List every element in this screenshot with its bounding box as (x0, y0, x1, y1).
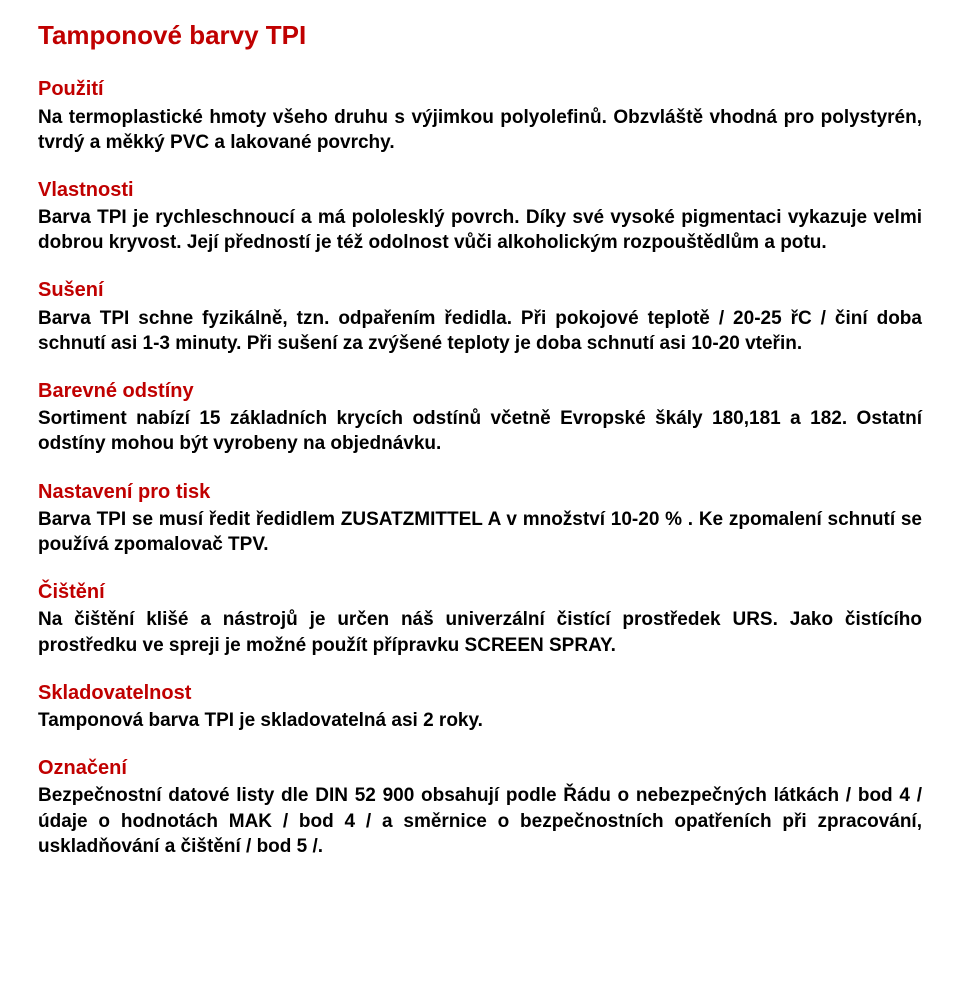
section-pouziti: Použití Na termoplastické hmoty všeho dr… (38, 76, 922, 155)
section-oznaceni: Označení Bezpečnostní datové listy dle D… (38, 755, 922, 859)
section-heading: Skladovatelnost (38, 680, 922, 706)
section-heading: Vlastnosti (38, 177, 922, 203)
section-heading: Barevné odstíny (38, 378, 922, 404)
page-title: Tamponové barvy TPI (38, 18, 922, 52)
section-suseni: Sušení Barva TPI schne fyzikálně, tzn. o… (38, 277, 922, 356)
section-heading: Čištění (38, 579, 922, 605)
section-body: Barva TPI je rychleschnoucí a má pololes… (38, 205, 922, 255)
section-heading: Použití (38, 76, 922, 102)
document-page: Tamponové barvy TPI Použití Na termoplas… (0, 0, 960, 903)
section-body: Na termoplastické hmoty všeho druhu s vý… (38, 105, 922, 155)
section-heading: Označení (38, 755, 922, 781)
section-barevne-odstiny: Barevné odstíny Sortiment nabízí 15 zákl… (38, 378, 922, 457)
section-heading: Sušení (38, 277, 922, 303)
section-body: Sortiment nabízí 15 základních krycích o… (38, 406, 922, 456)
section-skladovatelnost: Skladovatelnost Tamponová barva TPI je s… (38, 680, 922, 733)
section-body: Na čištění klišé a nástrojů je určen náš… (38, 607, 922, 657)
section-vlastnosti: Vlastnosti Barva TPI je rychleschnoucí a… (38, 177, 922, 256)
section-body: Tamponová barva TPI je skladovatelná asi… (38, 708, 922, 733)
section-body: Barva TPI schne fyzikálně, tzn. odpaření… (38, 306, 922, 356)
section-cisteni: Čištění Na čištění klišé a nástrojů je u… (38, 579, 922, 658)
section-body: Bezpečnostní datové listy dle DIN 52 900… (38, 783, 922, 858)
section-body: Barva TPI se musí ředit ředidlem ZUSATZM… (38, 507, 922, 557)
section-heading: Nastavení pro tisk (38, 479, 922, 505)
section-nastaveni-pro-tisk: Nastavení pro tisk Barva TPI se musí řed… (38, 479, 922, 558)
